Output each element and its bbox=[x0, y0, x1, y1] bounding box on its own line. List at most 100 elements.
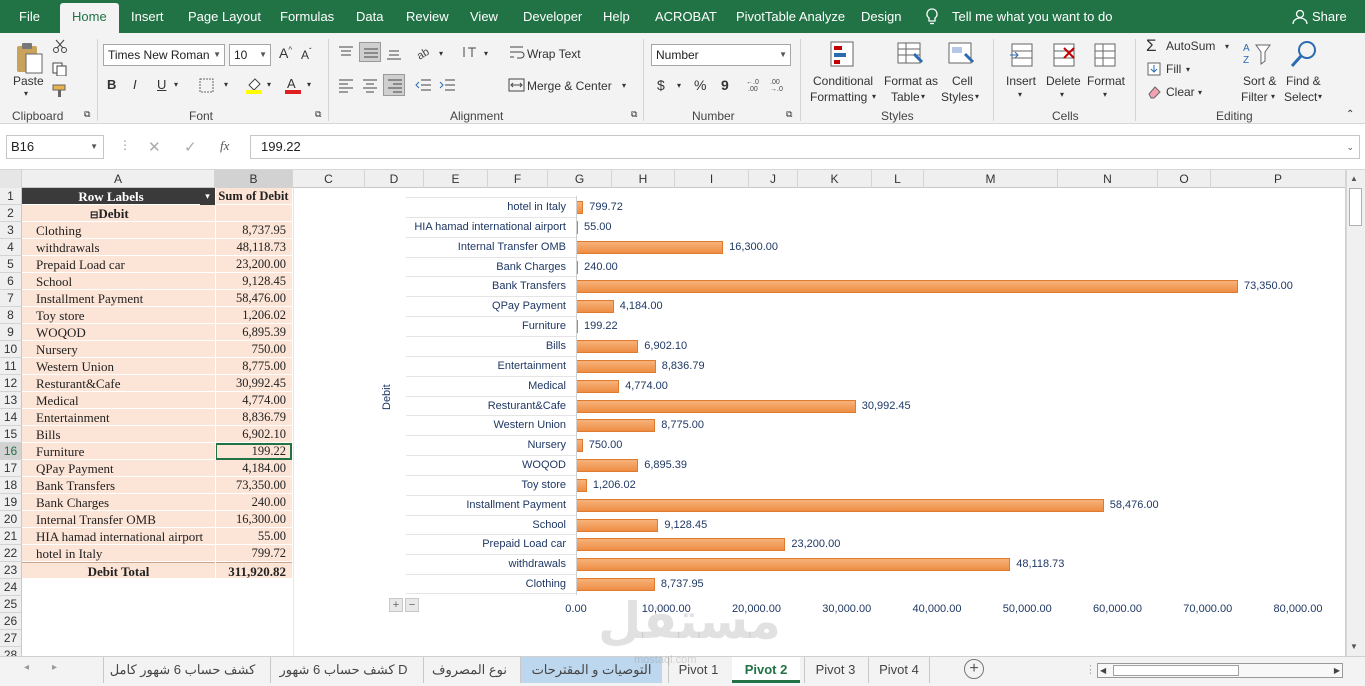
tab-review[interactable]: Review bbox=[406, 9, 449, 24]
italic-button[interactable]: I bbox=[133, 77, 137, 92]
chart-bar[interactable] bbox=[576, 339, 639, 353]
format-as-table-icon[interactable] bbox=[896, 40, 926, 70]
row-header[interactable]: 19 bbox=[0, 494, 22, 511]
format-dropdown-icon[interactable]: ▾ bbox=[1103, 90, 1108, 99]
chart-bar[interactable] bbox=[576, 419, 656, 433]
row-header[interactable]: 20 bbox=[0, 511, 22, 528]
horizontal-scroll-thumb[interactable] bbox=[1113, 665, 1239, 676]
row-header[interactable]: 25 bbox=[0, 596, 22, 613]
number-format-combo[interactable]: Number ▼ bbox=[651, 44, 791, 66]
column-header-k[interactable]: K bbox=[798, 170, 872, 188]
pivot-row-label[interactable]: Installment Payment bbox=[22, 290, 215, 307]
tab-insert[interactable]: Insert bbox=[131, 9, 164, 24]
chart-bar[interactable] bbox=[576, 518, 659, 532]
pivot-row-value[interactable]: 23,200.00 bbox=[215, 256, 292, 273]
column-header-f[interactable]: F bbox=[488, 170, 548, 188]
pivot-row-label[interactable]: Entertainment bbox=[22, 409, 215, 426]
tab-splitter-icon[interactable]: ⋮ bbox=[1085, 664, 1096, 676]
pivot-row-label[interactable]: Western Union bbox=[22, 358, 215, 375]
row-header[interactable]: 22 bbox=[0, 545, 22, 562]
collapse-group-icon[interactable]: ⊟ bbox=[90, 210, 99, 221]
format-painter-icon[interactable] bbox=[52, 84, 68, 98]
collapse-field-button[interactable]: − bbox=[405, 598, 419, 612]
pivot-row-value[interactable]: 6,895.39 bbox=[215, 324, 292, 341]
format-button[interactable]: Format bbox=[1087, 74, 1126, 88]
autosum-dropdown-icon[interactable]: ▾ bbox=[1225, 42, 1230, 51]
scroll-right-icon[interactable]: ▶ bbox=[1333, 666, 1340, 675]
pivot-total-value[interactable]: 311,920.82 bbox=[215, 562, 292, 579]
paste-dropdown-icon[interactable]: ▾ bbox=[24, 89, 29, 98]
column-header-e[interactable]: E bbox=[424, 170, 488, 188]
format-as-table-button[interactable]: Format as bbox=[884, 74, 939, 88]
pivot-row-value[interactable]: 240.00 bbox=[215, 494, 292, 511]
pivot-row-value[interactable]: 799.72 bbox=[215, 545, 292, 562]
pivot-row-value[interactable]: 750.00 bbox=[215, 341, 292, 358]
tab-formulas[interactable]: Formulas bbox=[280, 9, 335, 24]
column-header-n[interactable]: N bbox=[1058, 170, 1158, 188]
column-header-j[interactable]: J bbox=[749, 170, 798, 188]
chart-bar[interactable] bbox=[576, 300, 614, 314]
pivot-row-label[interactable]: Clothing bbox=[22, 222, 215, 239]
row-header[interactable]: 27 bbox=[0, 630, 22, 647]
pivot-row-value[interactable]: 1,206.02 bbox=[215, 307, 292, 324]
chart-bar[interactable] bbox=[576, 280, 1238, 294]
pivot-row-label[interactable]: Furniture bbox=[22, 443, 215, 460]
sheet-tab-statement-d[interactable]: كشف حساب 6 شهور D bbox=[270, 657, 416, 683]
row-header[interactable]: 7 bbox=[0, 290, 22, 307]
chart-bar[interactable] bbox=[576, 538, 786, 552]
chart-bar[interactable] bbox=[576, 201, 584, 214]
cancel-icon[interactable]: ✕ bbox=[148, 139, 161, 156]
align-middle-icon[interactable] bbox=[359, 42, 381, 62]
insert-cells-icon[interactable] bbox=[1008, 40, 1036, 70]
share-button[interactable]: Share bbox=[1312, 9, 1347, 24]
percent-button[interactable]: % bbox=[694, 77, 707, 93]
row-header[interactable]: 4 bbox=[0, 239, 22, 256]
tab-view[interactable]: View bbox=[470, 9, 498, 24]
tab-acrobat[interactable]: ACROBAT bbox=[655, 9, 717, 24]
column-header-g[interactable]: G bbox=[548, 170, 612, 188]
autosum-icon[interactable]: Σ bbox=[1146, 36, 1157, 55]
pivot-row-value[interactable]: 73,350.00 bbox=[215, 477, 292, 494]
pivot-row-value[interactable]: 8,737.95 bbox=[215, 222, 292, 239]
column-header-c[interactable]: C bbox=[293, 170, 365, 188]
cell-styles-icon[interactable] bbox=[947, 40, 977, 70]
alignment-launcher-icon[interactable]: ⧉ bbox=[631, 109, 638, 119]
pivot-row-value[interactable]: 16,300.00 bbox=[215, 511, 292, 528]
row-header[interactable]: 8 bbox=[0, 307, 22, 324]
font-size-combo[interactable]: 10 ▼ bbox=[229, 44, 271, 66]
fill-dropdown-icon[interactable]: ▾ bbox=[1186, 65, 1191, 74]
tab-help[interactable]: Help bbox=[603, 9, 630, 24]
column-header-a[interactable]: A bbox=[22, 170, 215, 188]
enter-check-icon[interactable]: ✓ bbox=[184, 139, 197, 156]
conditional-formatting-icon[interactable] bbox=[829, 40, 859, 70]
column-header-d[interactable]: D bbox=[365, 170, 424, 188]
sheet-tab-pivot-3[interactable]: Pivot 3 bbox=[804, 657, 866, 683]
text-direction-dropdown-icon[interactable]: ▾ bbox=[484, 49, 489, 58]
conditional-dropdown-icon[interactable]: ▾ bbox=[872, 92, 877, 101]
column-header-o[interactable]: O bbox=[1158, 170, 1211, 188]
clear-button[interactable]: Clear bbox=[1166, 85, 1195, 99]
decrease-indent-icon[interactable] bbox=[415, 77, 433, 93]
tab-file[interactable]: File bbox=[19, 9, 40, 24]
row-header[interactable]: 14 bbox=[0, 409, 22, 426]
sheet-tab-statement-full[interactable]: كشف حساب 6 شهور كامل bbox=[103, 657, 261, 683]
sheet-tab-pivot-2[interactable]: Pivot 2 bbox=[732, 657, 800, 683]
row-header[interactable]: 26 bbox=[0, 613, 22, 630]
delete-cells-icon[interactable] bbox=[1050, 40, 1078, 70]
row-header[interactable]: 17 bbox=[0, 460, 22, 477]
tab-design[interactable]: Design bbox=[861, 9, 902, 24]
decrease-font-icon[interactable]: Aˇ bbox=[301, 47, 312, 62]
pivot-row-label[interactable]: Internal Transfer OMB bbox=[22, 511, 215, 528]
fill-color-dropdown-icon[interactable]: ▾ bbox=[267, 80, 272, 89]
formula-bar-splitter-icon[interactable]: ⋮ bbox=[119, 138, 131, 152]
row-header[interactable]: 9 bbox=[0, 324, 22, 341]
align-top-icon[interactable] bbox=[337, 45, 355, 59]
scroll-up-icon[interactable]: ▲ bbox=[1350, 174, 1358, 183]
insert-dropdown-icon[interactable]: ▾ bbox=[1018, 90, 1023, 99]
clear-eraser-icon[interactable] bbox=[1147, 85, 1161, 99]
row-header[interactable]: 6 bbox=[0, 273, 22, 290]
orientation-dropdown-icon[interactable]: ▾ bbox=[439, 49, 444, 58]
find-select-icon[interactable] bbox=[1289, 39, 1319, 69]
bold-button[interactable]: B bbox=[107, 77, 117, 92]
sort-filter-icon[interactable]: AZ bbox=[1242, 39, 1272, 69]
